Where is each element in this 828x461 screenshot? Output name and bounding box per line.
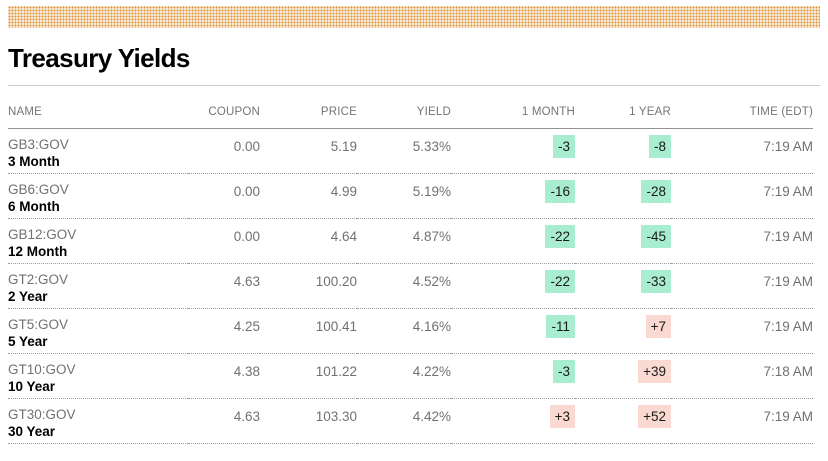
security-name[interactable]: 6 Month xyxy=(8,199,60,214)
security-ticker[interactable]: GB3:GOV xyxy=(8,137,69,152)
name-cell: GB3:GOV 3 Month xyxy=(8,129,188,174)
security-ticker[interactable]: GB12:GOV xyxy=(8,227,77,242)
yield-cell: 5.33% xyxy=(412,139,451,154)
change-1month-cell: -3 xyxy=(451,129,575,174)
table-row: GB3:GOV 3 Month 0.00 5.19 5.33% -3 -8 7:… xyxy=(8,129,813,174)
change-1month-badge: -3 xyxy=(552,135,575,158)
time-cell: 7:19 AM xyxy=(763,274,813,289)
change-1month-badge: +3 xyxy=(549,405,575,428)
change-1month-badge: -22 xyxy=(545,225,575,248)
change-1year-cell: +52 xyxy=(575,399,671,444)
security-ticker[interactable]: GB6:GOV xyxy=(8,182,69,197)
price-cell: 103.30 xyxy=(315,409,357,424)
change-1month-badge: -16 xyxy=(545,180,575,203)
time-cell: 7:19 AM xyxy=(763,229,813,244)
col-header-yield: YIELD xyxy=(357,86,451,129)
change-1year-badge: -28 xyxy=(641,180,671,203)
coupon-cell: 4.63 xyxy=(233,274,260,289)
security-ticker[interactable]: GT5:GOV xyxy=(8,317,69,332)
name-cell: GB12:GOV 12 Month xyxy=(8,219,188,264)
change-1month-cell: +3 xyxy=(451,399,575,444)
col-header-1year: 1 YEAR xyxy=(575,86,671,129)
yield-cell: 5.19% xyxy=(412,184,451,199)
coupon-cell: 4.38 xyxy=(233,364,260,379)
col-header-time: TIME (EDT) xyxy=(671,86,813,129)
col-header-1month: 1 MONTH xyxy=(451,86,575,129)
treasury-yields-page: Treasury Yields NAME COUPON PRICE YIELD … xyxy=(0,6,828,444)
coupon-cell: 0.00 xyxy=(233,184,260,199)
change-1month-badge: -3 xyxy=(552,360,575,383)
col-header-coupon: COUPON xyxy=(188,86,260,129)
coupon-cell: 4.63 xyxy=(233,409,260,424)
time-cell: 7:19 AM xyxy=(763,409,813,424)
change-1year-cell: +39 xyxy=(575,354,671,399)
change-1year-badge: +39 xyxy=(638,360,671,383)
change-1month-cell: -3 xyxy=(451,354,575,399)
change-1year-cell: -33 xyxy=(575,264,671,309)
name-cell: GT2:GOV 2 Year xyxy=(8,264,188,309)
time-cell: 7:19 AM xyxy=(763,319,813,334)
change-1month-cell: -11 xyxy=(451,309,575,354)
security-name[interactable]: 30 Year xyxy=(8,424,56,439)
change-1year-cell: -8 xyxy=(575,129,671,174)
table-row: GT2:GOV 2 Year 4.63 100.20 4.52% -22 -33… xyxy=(8,264,813,309)
security-name[interactable]: 3 Month xyxy=(8,154,60,169)
change-1month-cell: -22 xyxy=(451,264,575,309)
security-name[interactable]: 12 Month xyxy=(8,244,68,259)
yield-cell: 4.16% xyxy=(412,319,451,334)
table-header-row: NAME COUPON PRICE YIELD 1 MONTH 1 YEAR T… xyxy=(8,86,813,129)
title-divider xyxy=(8,85,820,86)
security-name[interactable]: 10 Year xyxy=(8,379,56,394)
change-1year-badge: -33 xyxy=(641,270,671,293)
change-1month-cell: -22 xyxy=(451,219,575,264)
price-cell: 4.99 xyxy=(330,184,357,199)
time-cell: 7:19 AM xyxy=(763,184,813,199)
price-cell: 101.22 xyxy=(315,364,357,379)
price-cell: 100.41 xyxy=(315,319,357,334)
security-name[interactable]: 5 Year xyxy=(8,334,48,349)
page-title: Treasury Yields xyxy=(8,43,190,73)
decorative-dotted-banner xyxy=(8,6,820,28)
change-1year-badge: -45 xyxy=(641,225,671,248)
name-cell: GB6:GOV 6 Month xyxy=(8,174,188,219)
yield-cell: 4.42% xyxy=(412,409,451,424)
name-cell: GT30:GOV 30 Year xyxy=(8,399,188,444)
time-cell: 7:18 AM xyxy=(763,364,813,379)
name-cell: GT5:GOV 5 Year xyxy=(8,309,188,354)
name-cell: GT10:GOV 10 Year xyxy=(8,354,188,399)
price-cell: 5.19 xyxy=(330,139,357,154)
table-row: GT5:GOV 5 Year 4.25 100.41 4.16% -11 +7 … xyxy=(8,309,813,354)
yield-cell: 4.52% xyxy=(412,274,451,289)
table-row: GB6:GOV 6 Month 0.00 4.99 5.19% -16 -28 … xyxy=(8,174,813,219)
table-row: GT10:GOV 10 Year 4.38 101.22 4.22% -3 +3… xyxy=(8,354,813,399)
security-ticker[interactable]: GT10:GOV xyxy=(8,362,76,377)
security-ticker[interactable]: GT30:GOV xyxy=(8,407,76,422)
price-cell: 4.64 xyxy=(330,229,357,244)
col-header-name: NAME xyxy=(8,86,188,129)
change-1year-cell: -28 xyxy=(575,174,671,219)
coupon-cell: 4.25 xyxy=(233,319,260,334)
security-name[interactable]: 2 Year xyxy=(8,289,48,304)
yield-cell: 4.22% xyxy=(412,364,451,379)
change-1year-cell: +7 xyxy=(575,309,671,354)
time-cell: 7:19 AM xyxy=(763,139,813,154)
change-1year-badge: -8 xyxy=(648,135,671,158)
treasury-yields-table: NAME COUPON PRICE YIELD 1 MONTH 1 YEAR T… xyxy=(8,86,813,444)
change-1month-badge: -22 xyxy=(545,270,575,293)
change-1month-badge: -11 xyxy=(546,315,575,338)
table-row: GT30:GOV 30 Year 4.63 103.30 4.42% +3 +5… xyxy=(8,399,813,444)
price-cell: 100.20 xyxy=(315,274,357,289)
change-1month-cell: -16 xyxy=(451,174,575,219)
col-header-price: PRICE xyxy=(260,86,357,129)
coupon-cell: 0.00 xyxy=(233,229,260,244)
change-1year-cell: -45 xyxy=(575,219,671,264)
yield-cell: 4.87% xyxy=(412,229,451,244)
change-1year-badge: +52 xyxy=(638,405,671,428)
change-1year-badge: +7 xyxy=(645,315,671,338)
security-ticker[interactable]: GT2:GOV xyxy=(8,272,69,287)
table-row: GB12:GOV 12 Month 0.00 4.64 4.87% -22 -4… xyxy=(8,219,813,264)
coupon-cell: 0.00 xyxy=(233,139,260,154)
